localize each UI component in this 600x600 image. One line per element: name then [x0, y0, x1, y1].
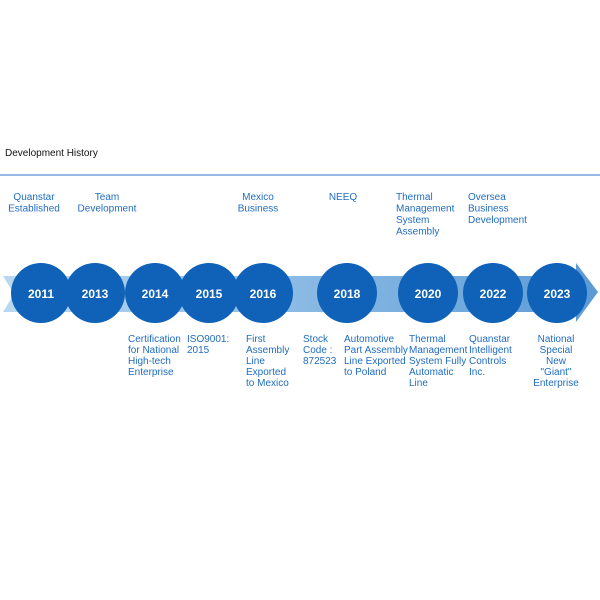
year-label: 2013: [82, 287, 109, 301]
note-above: Management: [396, 204, 455, 215]
note-below: First: [246, 334, 266, 345]
note-below: National: [538, 334, 575, 345]
year-label: 2014: [142, 287, 169, 301]
note-below: New: [546, 356, 567, 367]
note-below: to Mexico: [246, 378, 289, 389]
note-below: System Fully: [409, 356, 466, 367]
year-node: [398, 263, 458, 323]
year-node: [317, 263, 377, 323]
note-above: Mexico: [242, 192, 274, 203]
note-below: Quanstar: [469, 334, 511, 345]
note-above: Team: [95, 192, 119, 203]
note-above: Development: [468, 215, 527, 226]
year-label: 2015: [196, 287, 223, 301]
note-above: Assembly: [396, 227, 439, 238]
year-node: [125, 263, 185, 323]
note-below: Certification: [128, 334, 181, 345]
note-below: Stock: [303, 334, 329, 345]
year-label: 2022: [480, 287, 507, 301]
year-label: 2023: [544, 287, 571, 301]
note-below: 872523: [303, 356, 337, 367]
note-above: Oversea: [468, 192, 506, 203]
year-node: [233, 263, 293, 323]
note-below: Line: [409, 378, 428, 389]
note-below: Assembly: [246, 345, 289, 356]
page-title: Development History: [5, 148, 98, 159]
note-below: Controls: [469, 356, 506, 367]
note-below: Enterprise: [533, 378, 579, 389]
note-above: Business: [468, 204, 509, 215]
note-above: Development: [78, 204, 137, 215]
note-above: System: [396, 215, 429, 226]
note-above: Business: [238, 204, 279, 215]
note-below: to Poland: [344, 367, 386, 378]
note-below: Part Assembly: [344, 345, 408, 356]
note-below: Exported: [246, 367, 286, 378]
note-below: Inc.: [469, 367, 485, 378]
note-below: Special: [540, 345, 573, 356]
note-below: Line: [246, 356, 265, 367]
note-below: Automotive: [344, 334, 394, 345]
note-below: Management: [409, 345, 468, 356]
year-label: 2011: [28, 287, 54, 301]
note-above: Thermal: [396, 192, 433, 203]
note-below: Automatic: [409, 367, 453, 378]
year-node: [65, 263, 125, 323]
year-node: [463, 263, 523, 323]
note-above: NEEQ: [329, 192, 358, 203]
year-node: [527, 263, 587, 323]
note-below: Code :: [303, 345, 332, 356]
year-node: [11, 263, 71, 323]
note-above: Established: [8, 204, 60, 215]
note-below: Intelligent: [469, 345, 512, 356]
note-below: "Giant": [540, 367, 571, 378]
note-below: Enterprise: [128, 367, 174, 378]
year-node: [179, 263, 239, 323]
note-below: ISO9001:: [187, 334, 229, 345]
note-below: Line Exported: [344, 356, 406, 367]
note-below: for National: [128, 345, 179, 356]
year-label: 2020: [415, 287, 442, 301]
note-below: 2015: [187, 345, 210, 356]
note-below: High-tech: [128, 356, 171, 367]
note-above: Quanstar: [13, 192, 55, 203]
note-below: Thermal: [409, 334, 446, 345]
year-label: 2016: [250, 287, 277, 301]
year-label: 2018: [334, 287, 361, 301]
